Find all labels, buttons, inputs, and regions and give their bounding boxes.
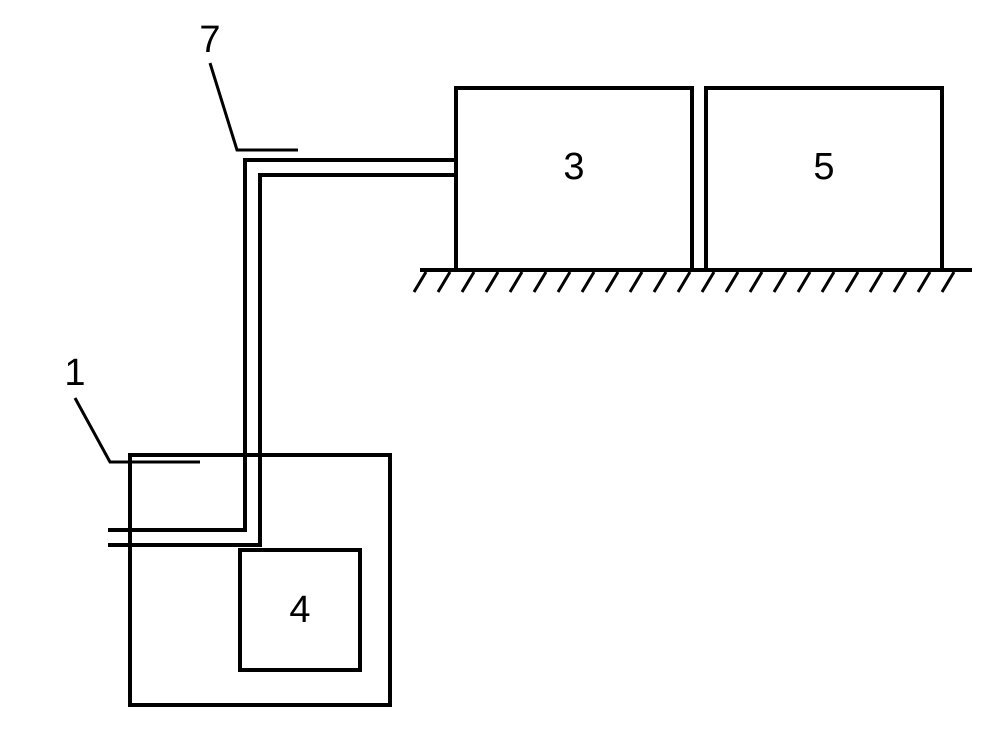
ground-hatch: [510, 272, 522, 292]
ground-hatch: [678, 272, 690, 292]
box3-label: 3: [563, 146, 584, 188]
ground-hatch: [534, 272, 546, 292]
ground-hatch: [942, 272, 954, 292]
ground-hatch: [414, 272, 426, 292]
ground-hatch: [774, 272, 786, 292]
ground-hatch: [846, 272, 858, 292]
ground-hatch: [582, 272, 594, 292]
ground-hatch: [654, 272, 666, 292]
leader-l7: [210, 63, 298, 150]
ground-hatch: [438, 272, 450, 292]
ground-hatch: [606, 272, 618, 292]
ground-hatch: [822, 272, 834, 292]
ground-hatch: [894, 272, 906, 292]
ground-hatch: [486, 272, 498, 292]
ground-hatch: [726, 272, 738, 292]
ground-hatch: [558, 272, 570, 292]
ground-hatch: [630, 272, 642, 292]
callout-7: 7: [199, 19, 220, 61]
diagram-canvas: 3 5 4 7 1: [0, 0, 1000, 734]
ground-hatch: [702, 272, 714, 292]
ground-hatch: [750, 272, 762, 292]
callout-1: 1: [64, 352, 85, 394]
ground-hatch: [798, 272, 810, 292]
leader-l1: [75, 398, 200, 462]
ground-hatch: [462, 272, 474, 292]
box4-label: 4: [289, 589, 310, 631]
ground-hatch: [918, 272, 930, 292]
pipe-inner: [108, 175, 456, 545]
ground-hatch: [870, 272, 882, 292]
pipe-outer: [108, 160, 456, 530]
box5-label: 5: [813, 146, 834, 188]
